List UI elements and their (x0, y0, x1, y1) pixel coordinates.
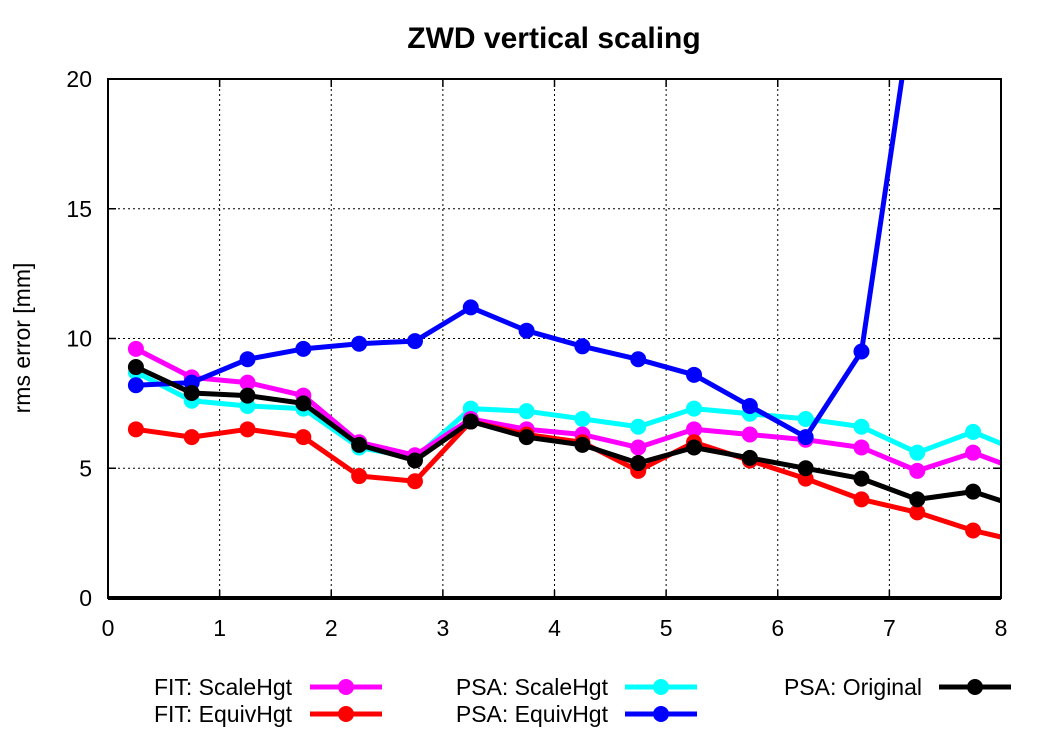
data-point (295, 395, 312, 412)
data-point (741, 426, 758, 443)
data-point (965, 483, 982, 500)
data-point (965, 522, 982, 539)
data-point (406, 452, 423, 469)
legend-marker (338, 679, 354, 695)
legend-marker (967, 679, 983, 695)
x-tick-label: 5 (660, 615, 673, 641)
data-point (406, 333, 423, 350)
data-point (909, 462, 926, 479)
data-point (1021, 536, 1037, 552)
chart-title: ZWD vertical scaling (407, 22, 700, 55)
data-point (351, 468, 368, 485)
legend-marker (653, 679, 669, 695)
legend-entry: PSA: ScaleHgt (456, 674, 697, 700)
x-tick-label: 7 (883, 615, 896, 641)
x-tick-label: 8 (995, 615, 1008, 641)
data-point (686, 366, 703, 383)
data-point (1021, 447, 1037, 463)
legend-marker (653, 706, 669, 722)
data-point (127, 421, 144, 438)
legend-marker (338, 706, 354, 722)
data-point (853, 491, 870, 508)
data-point (686, 421, 703, 438)
y-tick-label: 0 (79, 585, 92, 611)
data-point (239, 421, 256, 438)
data-point (797, 460, 814, 477)
data-point (1021, 465, 1037, 481)
data-point (574, 436, 591, 453)
data-point (574, 410, 591, 427)
data-point (630, 351, 647, 368)
data-point (965, 444, 982, 461)
data-point (909, 491, 926, 508)
data-point (183, 384, 200, 401)
x-tick-label: 1 (213, 615, 226, 641)
y-tick-label: 20 (66, 66, 92, 92)
legend-entry: PSA: EquivHgt (456, 701, 697, 727)
data-point (853, 470, 870, 487)
legend-entry: PSA: Original (784, 674, 1011, 700)
x-tick-label: 3 (436, 615, 449, 641)
y-tick-label: 10 (66, 326, 92, 352)
data-point (351, 335, 368, 352)
legend-entry: FIT: ScaleHgt (154, 674, 382, 700)
legend-entry: FIT: EquivHgt (154, 701, 382, 727)
data-point (741, 449, 758, 466)
data-point (518, 403, 535, 420)
data-point (630, 455, 647, 472)
data-point (183, 429, 200, 446)
x-tick-label: 6 (771, 615, 784, 641)
x-tick-label: 4 (548, 615, 561, 641)
data-point (239, 351, 256, 368)
data-point (351, 436, 368, 453)
data-point (574, 338, 591, 355)
y-axis-label: rms error [mm] (9, 263, 35, 414)
data-point (630, 439, 647, 456)
data-point (406, 473, 423, 490)
tick-labels: 0 1 2 3 4 5 6 7 8 0 5 10 15 20 (66, 66, 1007, 641)
data-point (462, 413, 479, 430)
legend-label: PSA: ScaleHgt (456, 674, 609, 700)
data-point (518, 429, 535, 446)
data-point (462, 299, 479, 316)
series-psa-equivhgt (127, 79, 905, 446)
data-point (630, 418, 647, 435)
legend-label: PSA: EquivHgt (456, 701, 609, 727)
data-point (797, 429, 814, 446)
data-point (797, 410, 814, 427)
data-point (965, 423, 982, 440)
series-psa-original (127, 359, 1037, 518)
data-point (909, 444, 926, 461)
data-point (853, 343, 870, 360)
data-point (1021, 502, 1037, 518)
data-point (686, 400, 703, 417)
data-point (127, 359, 144, 376)
legend-label: FIT: ScaleHgt (154, 674, 293, 700)
data-point (127, 340, 144, 357)
data-point (295, 340, 312, 357)
series-line (135, 79, 905, 440)
data-point (741, 397, 758, 414)
data-point (518, 322, 535, 339)
series-layer (127, 79, 1037, 552)
y-tick-label: 15 (66, 196, 92, 222)
y-tick-label: 5 (79, 455, 92, 481)
data-point (853, 418, 870, 435)
data-point (853, 439, 870, 456)
data-point (127, 377, 144, 394)
data-point (909, 504, 926, 521)
legend-label: PSA: Original (784, 674, 922, 700)
x-tick-label: 0 (102, 615, 115, 641)
data-point (295, 429, 312, 446)
x-tick-label: 2 (325, 615, 338, 641)
legend-label: FIT: EquivHgt (154, 701, 293, 727)
data-point (239, 374, 256, 391)
data-point (686, 439, 703, 456)
data-point (239, 387, 256, 404)
